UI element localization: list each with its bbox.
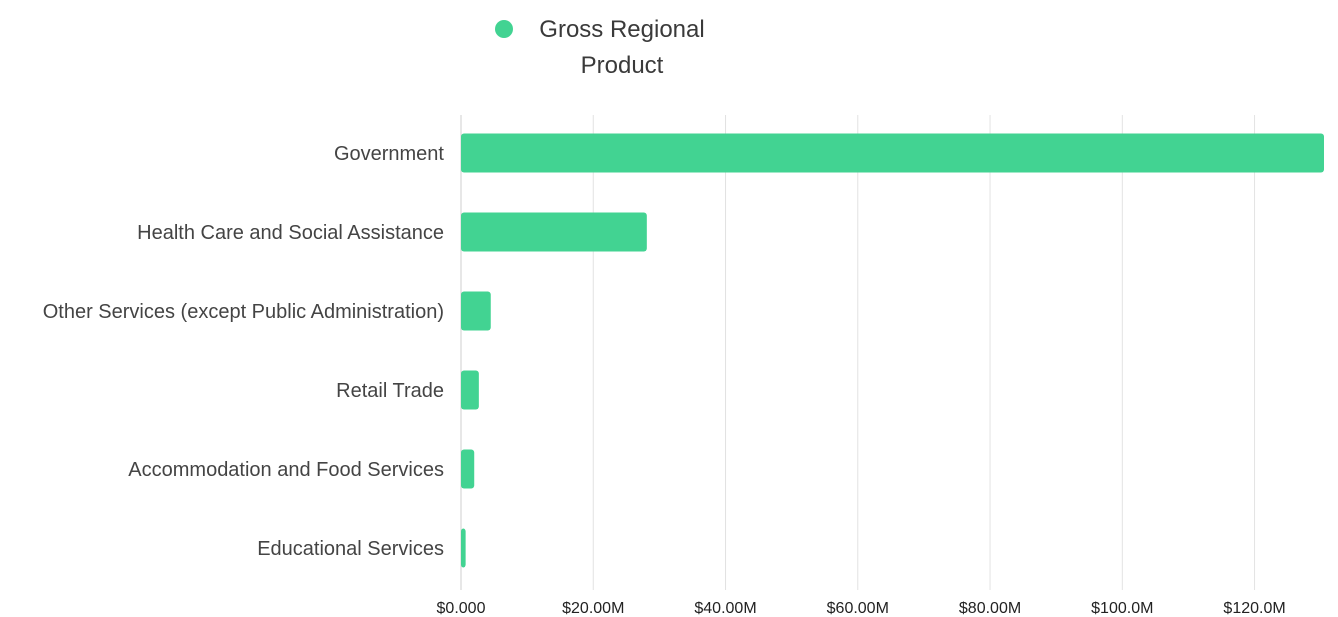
legend[interactable]: Gross Regional Product <box>495 8 725 79</box>
category-label: Retail Trade <box>336 380 444 402</box>
bar[interactable] <box>461 370 479 410</box>
bar[interactable] <box>461 212 647 252</box>
category-label: Health Care and Social Assistance <box>137 222 444 244</box>
category-label: Government <box>334 143 444 165</box>
x-tick-label: $60.00M <box>827 600 889 617</box>
x-tick-label: $80.00M <box>959 600 1021 617</box>
gridlines <box>460 115 1256 590</box>
x-tick-label: $100.0M <box>1091 600 1153 617</box>
x-tick-label: $120.0M <box>1223 600 1285 617</box>
legend-label-line-2: Product <box>580 52 664 79</box>
x-tick-label: $20.00M <box>562 600 624 617</box>
bar[interactable] <box>461 291 491 331</box>
legend-label: Gross Regional Product <box>527 12 717 84</box>
category-label: Other Services (except Public Administra… <box>43 301 444 323</box>
bar[interactable] <box>461 133 1324 173</box>
legend-label-line-1: Gross Regional <box>539 16 705 43</box>
category-labels: Government Health Care and Social Assista… <box>43 143 445 560</box>
x-tick-label: $0.000 <box>437 600 486 617</box>
bar[interactable] <box>461 449 475 489</box>
x-tick-labels: $0.000 $20.00M $40.00M $60.00M $80.00M $100.0… <box>437 600 1286 617</box>
bar[interactable] <box>461 528 466 568</box>
category-label: Educational Services <box>257 538 444 560</box>
category-label: Accommodation and Food Services <box>128 459 444 481</box>
bars <box>461 133 1324 568</box>
legend-marker <box>495 20 513 38</box>
x-tick-label: $40.00M <box>694 600 756 617</box>
